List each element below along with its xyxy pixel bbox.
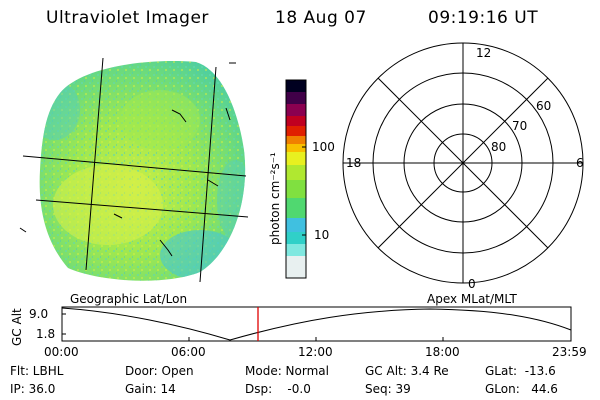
status-seq: Seq: 39 (365, 382, 411, 396)
gc-alt-ytick-9: 9.0 (29, 307, 49, 321)
status-glon: GLon: 44.6 (485, 382, 558, 396)
geo-grid (19, 57, 249, 283)
colorbar-tick-10: 10 (314, 228, 330, 242)
xtick-2359: 23:59 (552, 345, 587, 359)
geographic-label: Geographic Lat/Lon (70, 292, 188, 306)
mlt-label-18: 18 (346, 156, 362, 170)
status-mode: Mode: Normal (245, 364, 329, 378)
uv-image (19, 57, 249, 283)
status-ip: IP: 36.0 (10, 382, 56, 396)
status-dsp: Dsp: -0.0 (245, 382, 311, 396)
mlt-label-12: 12 (476, 46, 492, 60)
status-gain: Gain: 14 (125, 382, 176, 396)
polar-dial (342, 42, 584, 284)
xtick-1200: 12:00 (298, 345, 333, 359)
colorbar-tick-100: 100 (312, 140, 335, 154)
mlat-label-80: 80 (491, 140, 507, 154)
time-label: 09:19:16 UT (428, 8, 539, 28)
gc-alt-ytick-1.8: 1.8 (36, 327, 56, 341)
colorbar-unit-label: photon cm⁻²s⁻¹ (268, 152, 282, 245)
mlt-label-6: 6 (576, 156, 584, 170)
gc-alt-plot (61, 306, 572, 342)
mlat-label-60: 60 (536, 99, 552, 113)
gc-alt-ylabel: GC Alt (10, 308, 24, 346)
xtick-0000: 00:00 (44, 345, 79, 359)
xtick-0600: 06:00 (171, 345, 206, 359)
mlt-label-0: 0 (468, 277, 476, 291)
mlat-label-70: 70 (512, 119, 528, 133)
date-label: 18 Aug 07 (275, 8, 367, 28)
instrument-title: Ultraviolet Imager (46, 8, 209, 28)
status-filter: Flt: LBHL (10, 364, 64, 378)
status-door: Door: Open (125, 364, 194, 378)
status-glat: GLat: -13.6 (485, 364, 556, 378)
apex-label: Apex MLat/MLT (427, 292, 517, 306)
status-gc-alt: GC Alt: 3.4 Re (365, 364, 449, 378)
xtick-1800: 18:00 (425, 345, 460, 359)
colorbar (285, 79, 307, 279)
